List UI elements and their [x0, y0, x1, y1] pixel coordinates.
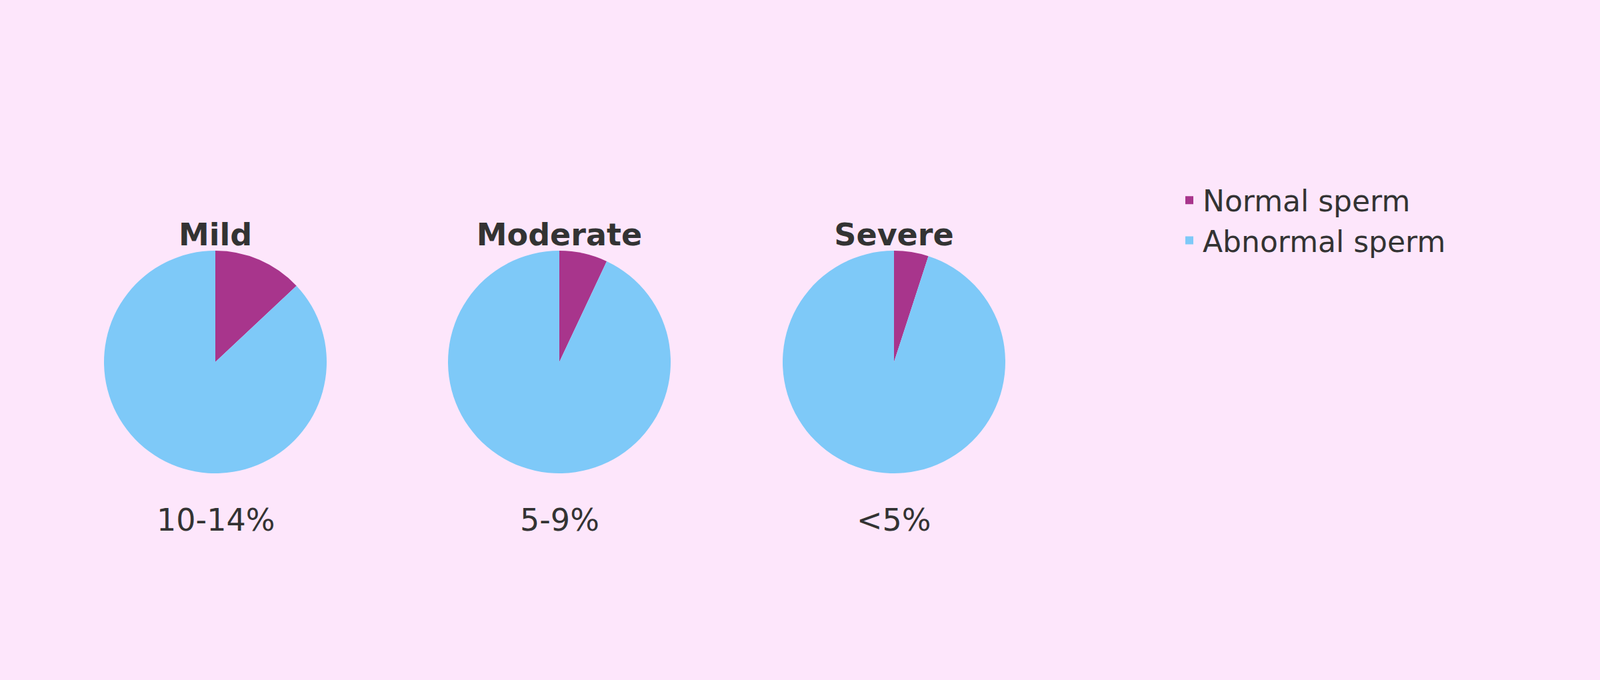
svg-text:<5%: <5% [856, 502, 932, 538]
svg-text:Mild: Mild [178, 216, 252, 253]
svg-text:5-9%: 5-9% [520, 502, 600, 538]
svg-text:Normal sperm: Normal sperm [1202, 184, 1410, 218]
svg-text:Moderate: Moderate [476, 216, 642, 253]
svg-text:10-14%: 10-14% [156, 502, 275, 538]
svg-text:Abnormal sperm: Abnormal sperm [1202, 224, 1446, 259]
svg-text:Severe: Severe [834, 216, 954, 253]
